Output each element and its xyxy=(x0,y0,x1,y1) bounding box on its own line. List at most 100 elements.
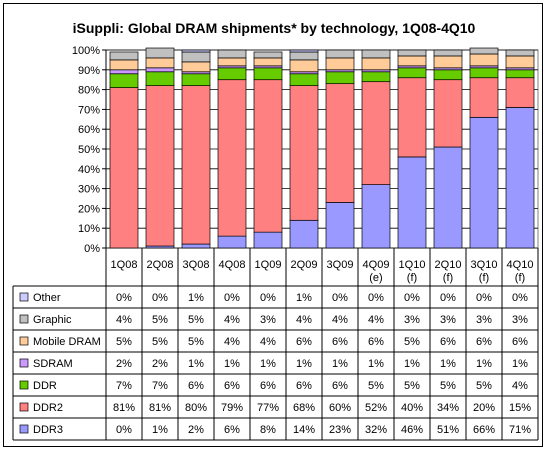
legend-label-other: Other xyxy=(33,292,61,304)
data-label: 2% xyxy=(116,358,132,370)
bar-segment-graphic xyxy=(109,51,139,61)
data-label: 6% xyxy=(296,380,312,392)
bar-segment-ddr2 xyxy=(397,77,427,158)
data-label: 4% xyxy=(224,336,240,348)
legend-swatch-ddr xyxy=(19,380,29,390)
data-label: 71% xyxy=(509,424,531,436)
data-label: 8% xyxy=(260,424,276,436)
y-tick-label: 60% xyxy=(78,124,100,136)
data-label: 6% xyxy=(332,336,348,348)
gridlines xyxy=(105,49,539,249)
bar-segment-ddr xyxy=(397,67,427,79)
bar-segment-graphic xyxy=(181,51,211,63)
bar-segment-ddr3 xyxy=(289,219,319,249)
bar-segment-ddr2 xyxy=(217,79,247,237)
data-label: 5% xyxy=(404,380,420,392)
category-label: 2Q08 xyxy=(147,259,174,271)
data-label: 3% xyxy=(512,314,528,326)
bar-segment-graphic xyxy=(469,47,499,55)
bar-segment-mobile-dram xyxy=(505,55,535,69)
bar-segment-ddr xyxy=(253,67,283,81)
bar-segment-mobile-dram xyxy=(289,59,319,73)
data-label: 1% xyxy=(404,358,420,370)
data-label: 1% xyxy=(152,424,168,436)
data-label: 0% xyxy=(368,292,384,304)
y-tick-label: 10% xyxy=(78,223,100,235)
legend-swatch-other xyxy=(19,292,29,302)
data-label: 14% xyxy=(293,424,315,436)
data-label: 1% xyxy=(260,358,276,370)
data-label: 5% xyxy=(368,380,384,392)
data-label: 0% xyxy=(260,292,276,304)
data-label: 80% xyxy=(185,402,207,414)
bar-segment-ddr2 xyxy=(145,85,175,247)
data-label: 6% xyxy=(476,336,492,348)
bar-segment-graphic xyxy=(325,49,355,59)
data-label: 5% xyxy=(476,380,492,392)
legend-swatch-ddr3 xyxy=(19,424,29,434)
data-label: 2% xyxy=(152,358,168,370)
bar-segment-graphic xyxy=(289,51,319,61)
bar-segment-ddr2 xyxy=(469,77,499,118)
data-label: 3% xyxy=(260,314,276,326)
y-axis: 0% 10% 20% 30% 40% 50% 60% 70% 80% 90% 100% xyxy=(72,45,107,255)
data-label: 23% xyxy=(329,424,351,436)
data-label: 68% xyxy=(293,402,315,414)
legend-label-sdram: SDRAM xyxy=(33,358,73,370)
legend-label-ddr2: DDR2 xyxy=(33,402,63,414)
data-label: 1% xyxy=(224,358,240,370)
category-label: (e) xyxy=(369,272,382,284)
bar-segment-ddr2 xyxy=(181,85,211,245)
category-label: (f) xyxy=(407,272,417,284)
data-label: 0% xyxy=(476,292,492,304)
legend-swatch-mobile-dram xyxy=(19,336,29,346)
bar-segment-ddr xyxy=(217,67,247,81)
data-label: 81% xyxy=(149,402,171,414)
bar-segment-ddr3 xyxy=(397,156,427,249)
category-label: 4Q10 xyxy=(507,259,534,271)
data-label: 6% xyxy=(512,336,528,348)
data-label: 5% xyxy=(188,336,204,348)
data-label: 40% xyxy=(401,402,423,414)
bar-segment-mobile-dram xyxy=(397,55,427,67)
bar-segment-ddr3 xyxy=(505,107,535,249)
bar-segment-ddr xyxy=(505,69,535,79)
data-label: 0% xyxy=(512,292,528,304)
bar-segment-mobile-dram xyxy=(433,55,463,69)
data-label: 5% xyxy=(440,380,456,392)
category-label: 3Q09 xyxy=(327,259,354,271)
data-label: 1% xyxy=(440,358,456,370)
bar-segment-mobile-dram xyxy=(361,57,391,71)
y-tick-label: 100% xyxy=(72,45,100,57)
bar-segment-sdram xyxy=(145,67,175,73)
y-tick-label: 50% xyxy=(78,144,100,156)
category-label: 1Q09 xyxy=(255,259,282,271)
bar-segment-ddr2 xyxy=(253,79,283,233)
data-label: 6% xyxy=(332,380,348,392)
data-label: 4% xyxy=(224,314,240,326)
data-label: 1% xyxy=(368,358,384,370)
data-label: 1% xyxy=(188,292,204,304)
data-label: 6% xyxy=(188,380,204,392)
legend-swatch-sdram xyxy=(19,358,29,368)
data-label: 79% xyxy=(221,402,243,414)
category-label: (f) xyxy=(515,272,525,284)
bar-segment-ddr3 xyxy=(253,231,283,249)
bar-segment-other xyxy=(289,49,319,53)
data-label: 2% xyxy=(188,424,204,436)
bar-segment-ddr xyxy=(289,73,319,86)
data-label: 52% xyxy=(365,402,387,414)
bar-segment-ddr3 xyxy=(361,184,391,249)
data-label: 51% xyxy=(437,424,459,436)
data-label: 0% xyxy=(116,424,132,436)
category-label: 4Q08 xyxy=(219,259,246,271)
y-tick-label: 70% xyxy=(78,104,100,116)
data-label: 3% xyxy=(440,314,456,326)
data-label: 6% xyxy=(296,336,312,348)
category-label: (f) xyxy=(443,272,453,284)
data-label: 6% xyxy=(224,424,240,436)
bar-segment-mobile-dram xyxy=(145,57,175,69)
data-label: 20% xyxy=(473,402,495,414)
bar-segment-ddr xyxy=(109,73,139,88)
